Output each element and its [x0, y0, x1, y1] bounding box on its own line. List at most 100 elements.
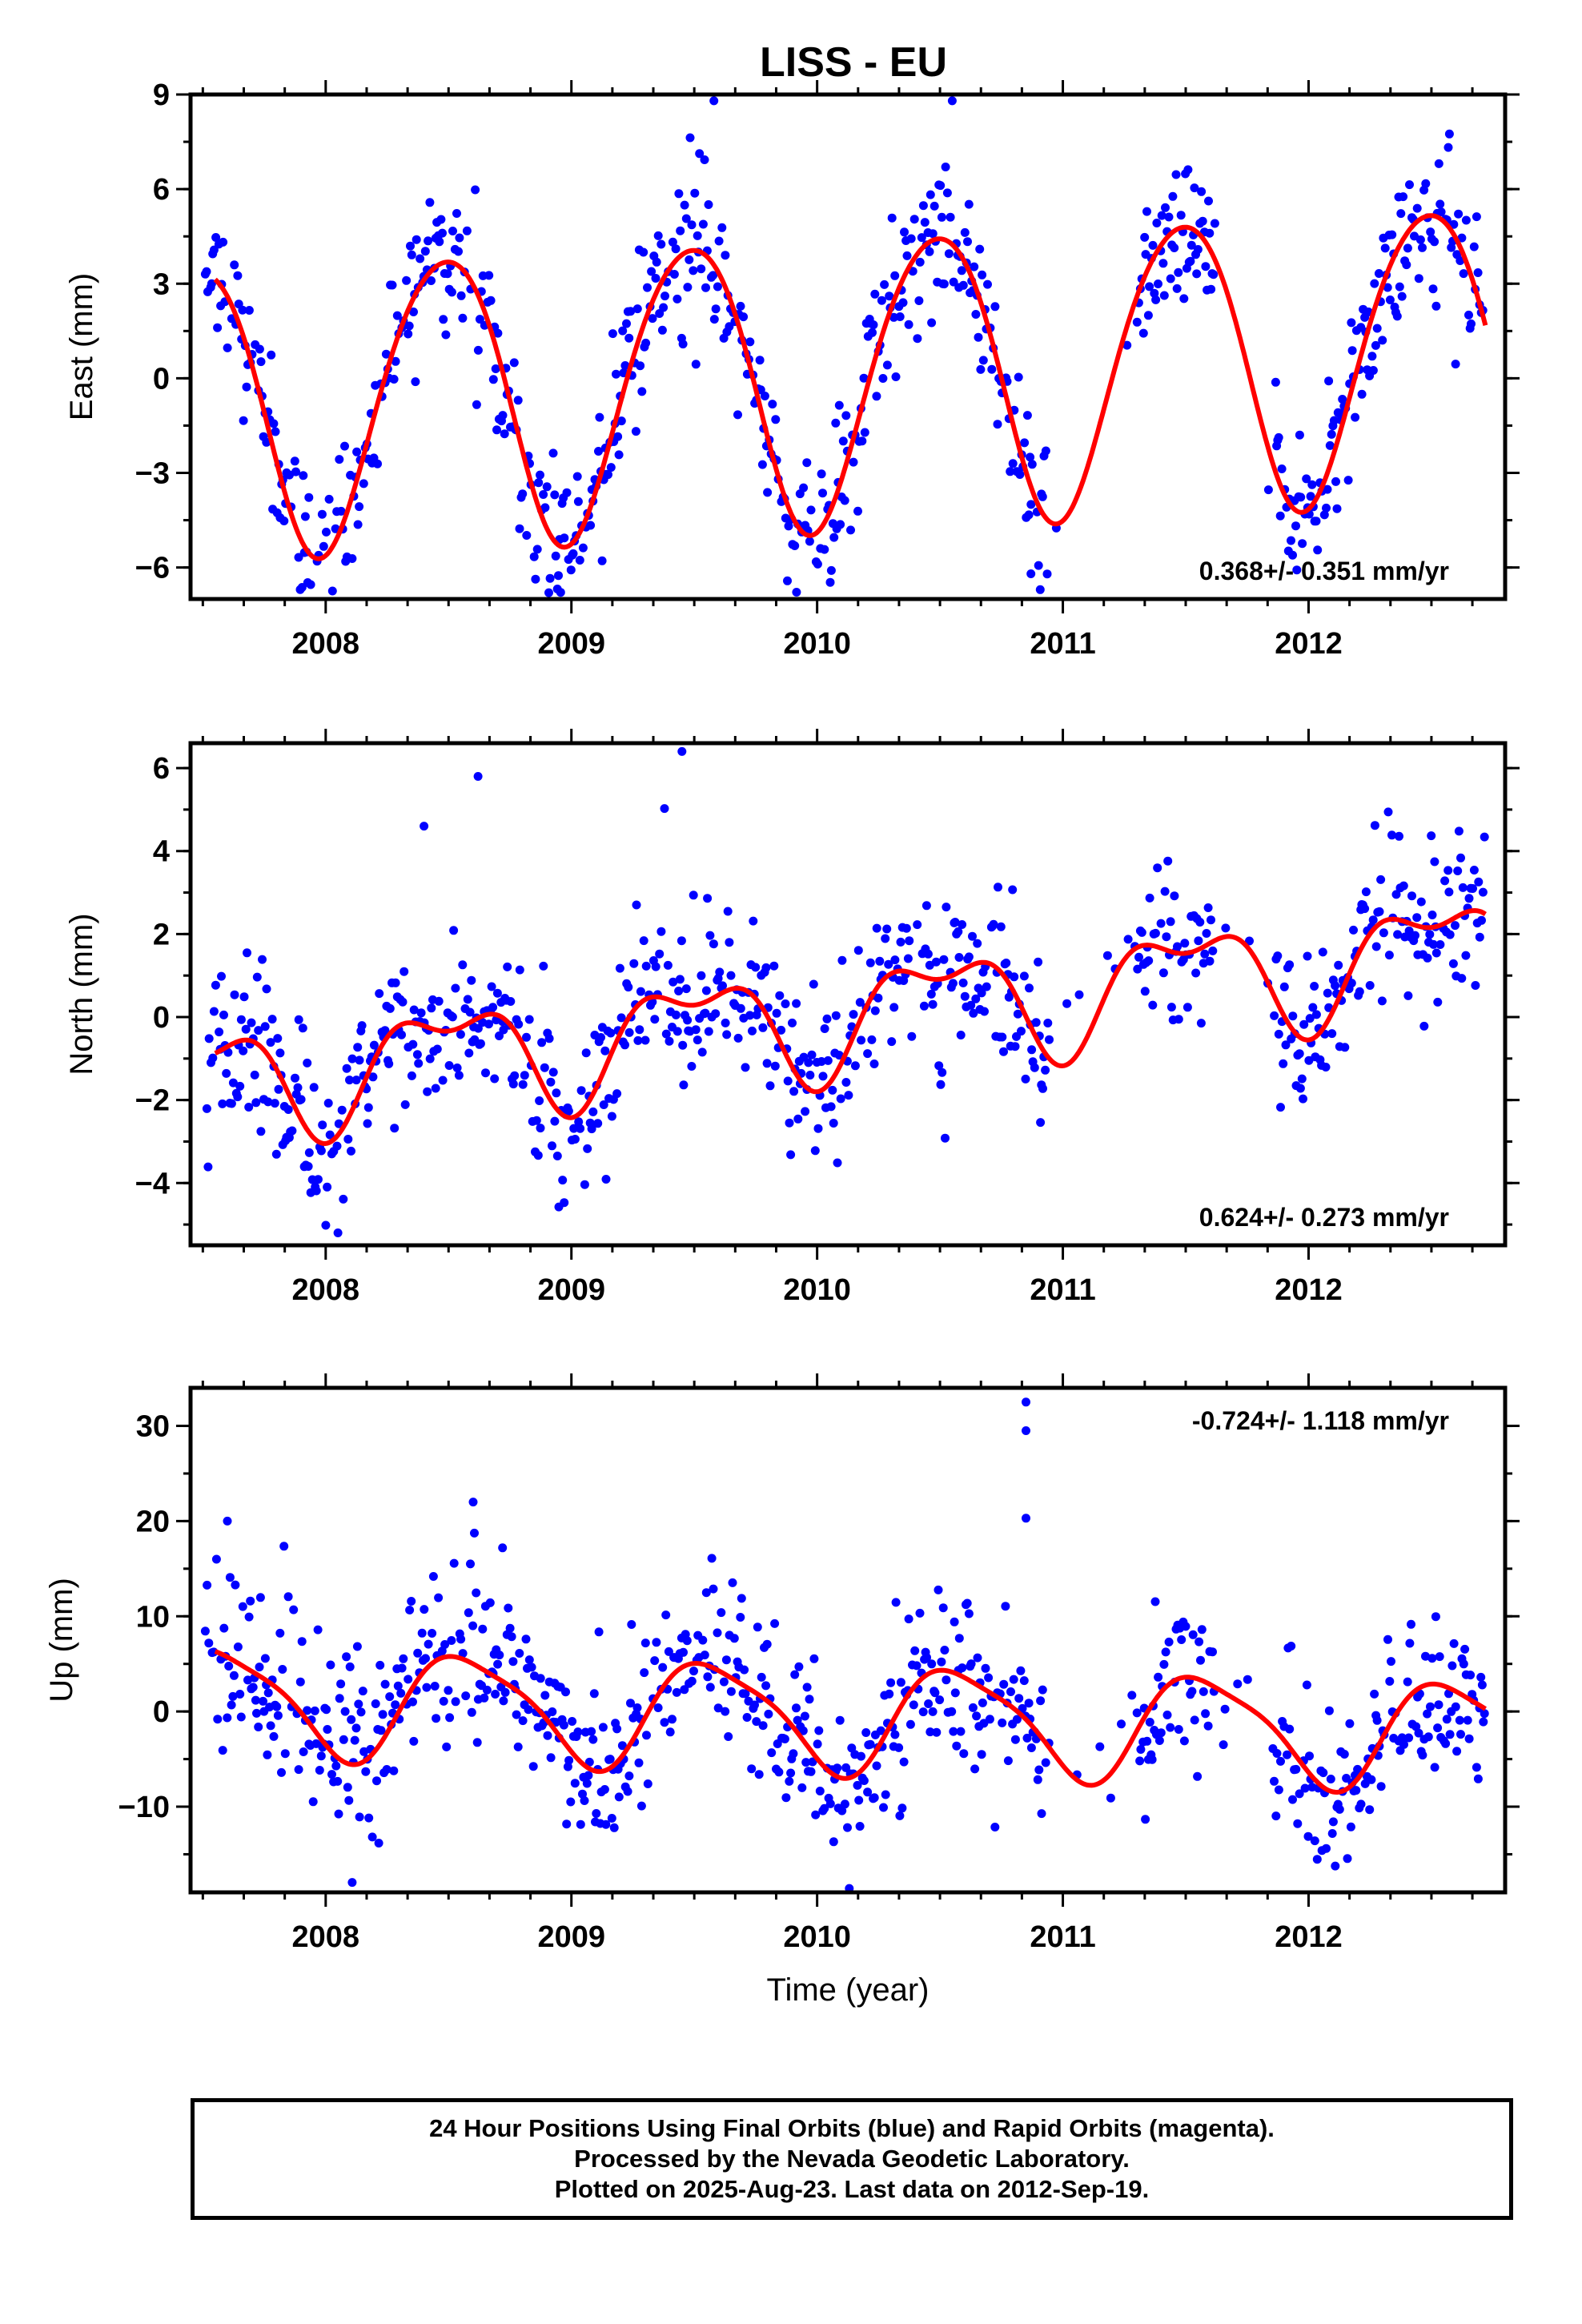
east-point-504 [1027, 460, 1037, 469]
north-point-691 [1444, 887, 1454, 897]
north-point-319 [709, 939, 718, 949]
up-point-167 [472, 1588, 481, 1598]
north-point-198 [510, 1071, 520, 1080]
up-point-499 [984, 1673, 994, 1683]
north-point-343 [749, 916, 758, 926]
up-point-95 [351, 1723, 361, 1733]
east-point-300 [698, 219, 708, 229]
east-point-143 [448, 227, 457, 235]
up-point-297 [668, 1715, 677, 1724]
east-point-249 [620, 361, 630, 370]
north-point-382 [810, 1146, 820, 1156]
east-point-286 [678, 340, 688, 349]
east-point-509 [1038, 492, 1047, 501]
north-point-503 [1010, 1042, 1020, 1051]
east-xtick-label: 2011 [1030, 627, 1095, 661]
up-point-477 [950, 1688, 960, 1698]
east-point-351 [783, 576, 792, 585]
east-point-426 [906, 234, 916, 243]
up-point-537 [1106, 1793, 1115, 1803]
up-point-378 [798, 1726, 808, 1735]
north-point-159 [451, 983, 460, 993]
north-point-227 [560, 1198, 569, 1208]
north-point-366 [786, 1150, 796, 1160]
up-point-377 [797, 1783, 807, 1792]
up-point-456 [918, 1707, 928, 1717]
north-point-73 [309, 1083, 319, 1092]
up-point-352 [758, 1721, 768, 1731]
up-point-146 [432, 1714, 441, 1723]
east-ylabel: East (mm) [64, 273, 99, 420]
north-point-573 [1202, 929, 1211, 938]
up-point-11 [223, 1713, 232, 1723]
north-point-410 [857, 1035, 866, 1045]
up-point-434 [886, 1678, 896, 1687]
north-point-201 [515, 965, 524, 975]
up-point-719 [1479, 1717, 1488, 1727]
east-point-437 [925, 247, 934, 256]
up-point-197 [513, 1742, 523, 1751]
east-point-498 [1020, 438, 1030, 448]
north-rate-label: 0.624+/- 0.273 mm/yr [1199, 1203, 1449, 1232]
east-point-616 [1338, 395, 1347, 404]
east-point-481 [990, 302, 1000, 312]
north-point-664 [1403, 991, 1413, 1000]
east-point-196 [542, 482, 552, 492]
up-point-358 [767, 1748, 777, 1758]
east-point-502 [1026, 452, 1035, 462]
east-point-576 [1275, 511, 1285, 521]
north-point-47 [273, 1034, 283, 1043]
north-point-261 [616, 1013, 626, 1023]
up-point-423 [869, 1793, 879, 1803]
north-point-680 [1427, 911, 1437, 919]
east-point-675 [1428, 284, 1438, 294]
up-point-44 [272, 1702, 282, 1711]
up-point-466 [932, 1727, 942, 1737]
north-point-597 [1295, 1049, 1304, 1059]
north-point-413 [865, 958, 875, 967]
east-point-669 [1418, 243, 1427, 252]
north-point-327 [722, 1030, 732, 1039]
east-point-156 [475, 315, 484, 324]
up-point-624 [1324, 1706, 1334, 1715]
north-point-100 [357, 1021, 367, 1031]
north-point-266 [624, 1027, 634, 1037]
up-point-184 [495, 1651, 504, 1660]
up-point-470 [938, 1603, 948, 1613]
up-point-351 [757, 1672, 766, 1682]
north-point-529 [1123, 935, 1133, 944]
north-point-6 [211, 980, 220, 990]
east-point-474 [978, 356, 988, 365]
east-point-592 [1302, 474, 1311, 484]
up-point-321 [709, 1584, 718, 1594]
up-point-701 [1451, 1702, 1460, 1711]
up-point-24 [246, 1596, 255, 1606]
north-panel: 2008 2009 2010 2011 2012 −4 −2 0 2 4 6 North (mm) 0.… [64, 729, 1520, 1307]
up-point-300 [672, 1687, 681, 1697]
east-point-411 [882, 360, 892, 370]
north-point-23 [236, 1015, 246, 1024]
east-point-640 [1374, 269, 1383, 278]
up-point-677 [1414, 1728, 1423, 1738]
east-point-644 [1380, 243, 1390, 253]
east-point-412 [885, 292, 894, 301]
up-point-463 [928, 1707, 938, 1716]
up-point-418 [861, 1728, 871, 1737]
east-point-311 [717, 223, 727, 232]
east-point-177 [509, 358, 519, 368]
east-point-266 [647, 267, 656, 276]
east-point-70 [324, 494, 334, 504]
east-point-304 [704, 200, 713, 209]
up-point-86 [340, 1707, 350, 1716]
up-point-288 [652, 1638, 661, 1647]
up-point-238 [576, 1819, 585, 1829]
east-point-441 [930, 201, 939, 211]
north-point-387 [818, 1072, 828, 1081]
east-point-520 [1140, 232, 1150, 242]
north-point-639 [1360, 904, 1370, 914]
east-point-691 [1454, 209, 1464, 219]
up-point-490 [970, 1764, 980, 1774]
east-point-301 [700, 155, 709, 164]
footer-line-2: Processed by the Nevada Geodetic Laborat… [574, 2145, 1130, 2173]
east-point-309 [713, 282, 722, 292]
